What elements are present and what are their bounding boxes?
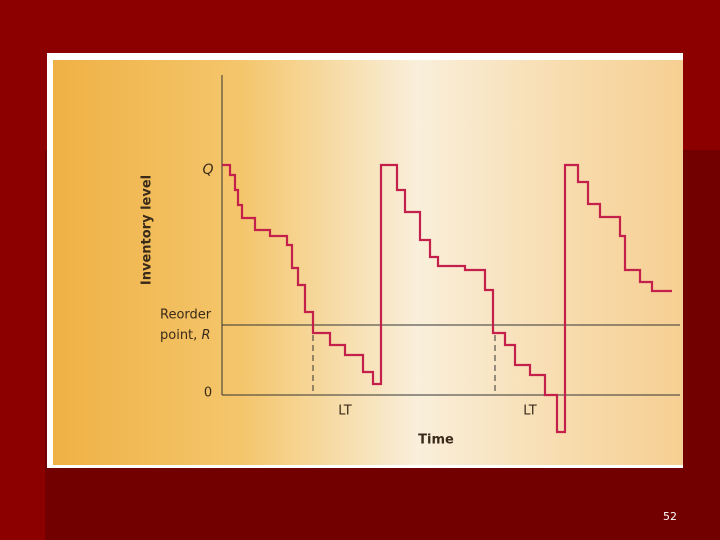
- inventory-line: [222, 163, 672, 434]
- q-label: Q: [202, 162, 213, 178]
- background-band: [0, 0, 45, 540]
- x-axis-label: Time: [418, 433, 454, 448]
- figure-background: [53, 60, 683, 465]
- reorder-symbol: R: [201, 328, 210, 343]
- reorder-label: point, R: [160, 328, 210, 343]
- lead-time-label: LT: [338, 404, 351, 419]
- y-axis-label: Inventory level: [140, 175, 155, 285]
- reorder-label: Reorder: [160, 308, 212, 323]
- lead-time-label: LT: [523, 404, 536, 419]
- zero-label: 0: [204, 386, 212, 401]
- slide-number: 52: [663, 510, 677, 523]
- reorder-label-text: point,: [160, 328, 197, 343]
